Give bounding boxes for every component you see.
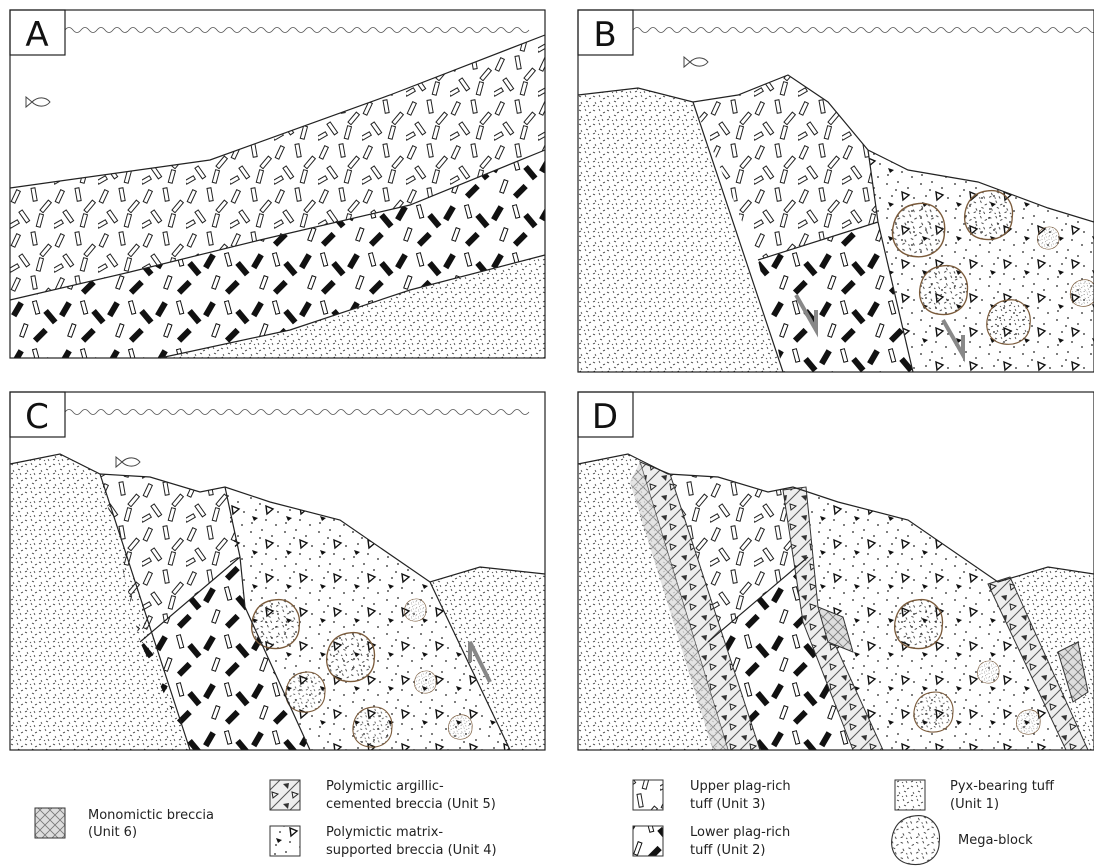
legend-text: cemented breccia (Unit 5) bbox=[326, 797, 496, 812]
legend-text: supported breccia (Unit 4) bbox=[326, 843, 497, 858]
legend-text: tuff (Unit 2) bbox=[690, 843, 765, 858]
legend: Monomictic breccia (Unit 6) Polymictic a… bbox=[35, 779, 1055, 865]
panel-label: B bbox=[593, 15, 616, 55]
legend-text: Monomictic breccia bbox=[88, 808, 214, 823]
panel-d: D bbox=[578, 392, 1094, 750]
panel-label: D bbox=[592, 397, 618, 437]
legend-text: Pyx-bearing tuff bbox=[950, 779, 1055, 794]
legend-text: tuff (Unit 3) bbox=[690, 797, 765, 812]
legend-text: Upper plag-rich bbox=[690, 779, 791, 794]
legend-text: Polymictic argillic- bbox=[326, 779, 444, 794]
diagram: A B bbox=[0, 0, 1094, 867]
legend-text: Polymictic matrix- bbox=[326, 825, 443, 840]
panel-c: C bbox=[10, 392, 545, 750]
panel-b: B bbox=[578, 10, 1094, 372]
legend-text: (Unit 6) bbox=[88, 825, 137, 840]
legend-text: Lower plag-rich bbox=[690, 825, 790, 840]
panel-label: A bbox=[25, 15, 48, 55]
panel-label: C bbox=[25, 397, 49, 437]
legend-text: (Unit 1) bbox=[950, 797, 999, 812]
panel-a: A bbox=[10, 10, 545, 358]
figure: A B bbox=[0, 0, 1094, 867]
legend-text: Mega-block bbox=[958, 833, 1033, 848]
